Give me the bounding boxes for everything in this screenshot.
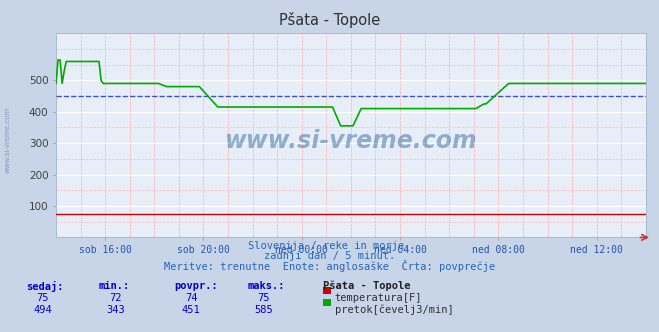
Text: povpr.:: povpr.: <box>175 281 218 290</box>
Text: 585: 585 <box>254 305 273 315</box>
Text: Pšata - Topole: Pšata - Topole <box>323 281 411 291</box>
Text: www.si-vreme.com: www.si-vreme.com <box>5 106 11 173</box>
Text: 451: 451 <box>182 305 200 315</box>
Text: zadnji dan / 5 minut.: zadnji dan / 5 minut. <box>264 251 395 261</box>
Text: pretok[čevelj3/min]: pretok[čevelj3/min] <box>335 305 453 315</box>
Text: 72: 72 <box>109 293 121 303</box>
Text: www.si-vreme.com: www.si-vreme.com <box>225 129 477 153</box>
Text: 494: 494 <box>34 305 52 315</box>
Text: min.:: min.: <box>99 281 130 290</box>
Text: 74: 74 <box>185 293 197 303</box>
Text: 343: 343 <box>106 305 125 315</box>
Text: Pšata - Topole: Pšata - Topole <box>279 12 380 28</box>
Text: 75: 75 <box>258 293 270 303</box>
Text: Slovenija / reke in morje.: Slovenija / reke in morje. <box>248 241 411 251</box>
Text: sedaj:: sedaj: <box>26 281 64 291</box>
Text: Meritve: trenutne  Enote: anglosaške  Črta: povprečje: Meritve: trenutne Enote: anglosaške Črta… <box>164 260 495 272</box>
Text: 75: 75 <box>37 293 49 303</box>
Text: maks.:: maks.: <box>247 281 285 290</box>
Text: temperatura[F]: temperatura[F] <box>335 293 422 303</box>
